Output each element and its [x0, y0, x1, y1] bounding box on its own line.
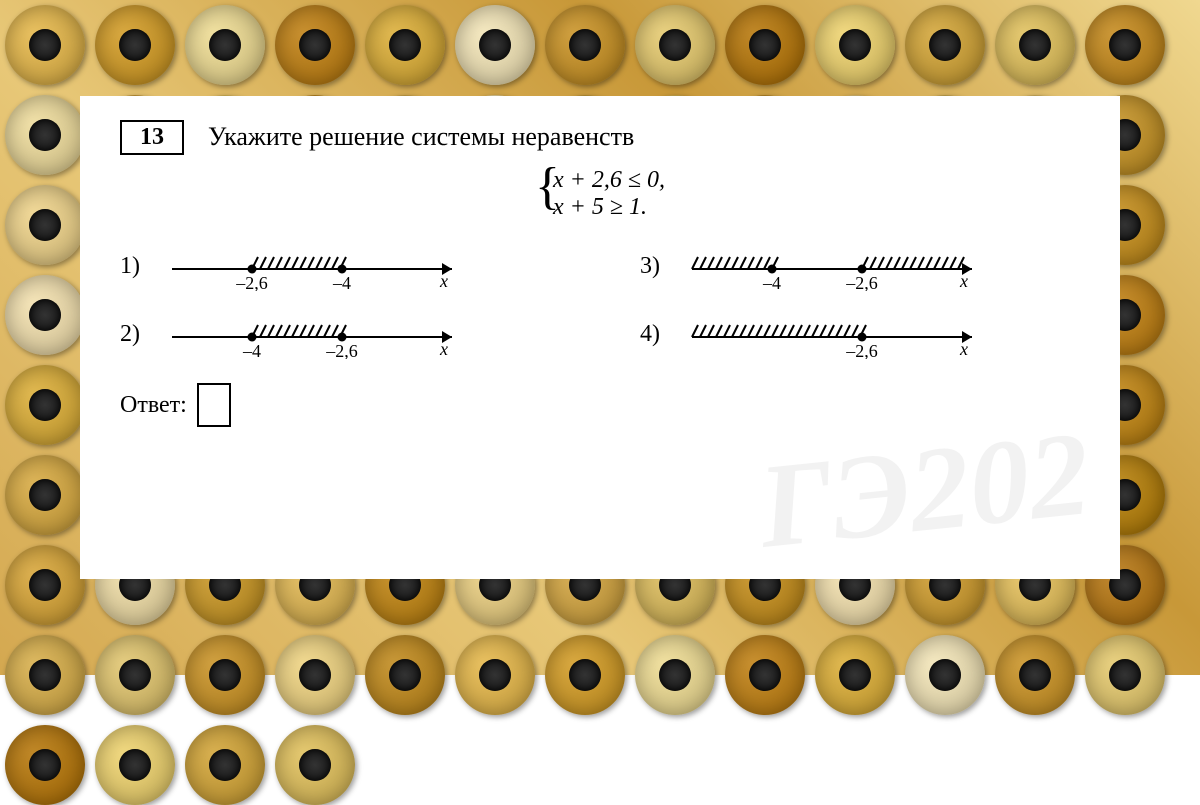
- answer-label: Ответ:: [120, 392, 187, 419]
- svg-text:x: x: [439, 271, 448, 291]
- spool: [545, 5, 625, 85]
- spool: [5, 185, 85, 265]
- svg-text:–2,6: –2,6: [845, 273, 878, 291]
- option-number: 4): [640, 321, 670, 348]
- answer-input-box[interactable]: [197, 383, 231, 427]
- spool: [5, 365, 85, 445]
- spool: [185, 5, 265, 85]
- option-number: 1): [120, 253, 150, 280]
- number-line-diagram: –4 –2,6 x: [162, 309, 462, 359]
- spool: [635, 635, 715, 715]
- spool: [725, 5, 805, 85]
- spool: [815, 5, 895, 85]
- spool: [815, 635, 895, 715]
- spool: [455, 635, 535, 715]
- spool: [5, 455, 85, 535]
- spool: [725, 635, 805, 715]
- number-line-diagram: –2,6 –4 x: [162, 241, 462, 291]
- spool: [365, 635, 445, 715]
- answer-row: Ответ:: [120, 383, 1080, 427]
- spool: [365, 5, 445, 85]
- system-line-1: x + 2,6 ≤ 0,: [553, 167, 665, 194]
- spool: [275, 635, 355, 715]
- option-number: 3): [640, 253, 670, 280]
- spool: [5, 545, 85, 625]
- question-header: 13 Укажите решение системы неравенств: [120, 120, 1080, 155]
- spool: [185, 725, 265, 805]
- question-text: Укажите решение системы неравенств: [208, 120, 634, 152]
- svg-text:–2,6: –2,6: [845, 341, 878, 359]
- equation-system: { x + 2,6 ≤ 0, x + 5 ≥ 1.: [120, 167, 1080, 221]
- option-3[interactable]: 2) –4 –2,6 x: [120, 309, 560, 359]
- spool: [5, 5, 85, 85]
- svg-text:–4: –4: [762, 273, 781, 291]
- svg-text:–2,6: –2,6: [235, 273, 268, 291]
- svg-text:x: x: [959, 271, 968, 291]
- spool: [95, 725, 175, 805]
- system-line-2: x + 5 ≥ 1.: [553, 194, 665, 221]
- spool: [995, 5, 1075, 85]
- svg-text:–2,6: –2,6: [325, 341, 358, 359]
- options-grid: 1) –2,6 –4 x 3) –4 –2,6 x 2) –4 –2,6 x 4) –2,6 x: [120, 241, 1080, 359]
- number-line-diagram: –2,6 x: [682, 309, 982, 359]
- number-line-diagram: –4 –2,6 x: [682, 241, 982, 291]
- spool: [905, 5, 985, 85]
- brace-icon: {: [535, 161, 560, 213]
- spool: [905, 635, 985, 715]
- spool: [5, 275, 85, 355]
- spool: [995, 635, 1075, 715]
- spool: [1085, 5, 1165, 85]
- spool: [545, 635, 625, 715]
- option-1[interactable]: 1) –2,6 –4 x: [120, 241, 560, 291]
- spool: [95, 5, 175, 85]
- spool: [185, 635, 265, 715]
- question-number: 13: [120, 120, 184, 155]
- svg-text:x: x: [439, 339, 448, 359]
- spool: [275, 725, 355, 805]
- spool: [275, 5, 355, 85]
- spool: [5, 95, 85, 175]
- spool: [635, 5, 715, 85]
- svg-text:–4: –4: [242, 341, 261, 359]
- spool: [95, 635, 175, 715]
- option-4[interactable]: 4) –2,6 x: [640, 309, 1080, 359]
- option-2[interactable]: 3) –4 –2,6 x: [640, 241, 1080, 291]
- svg-text:x: x: [959, 339, 968, 359]
- option-number: 2): [120, 321, 150, 348]
- spool: [1085, 635, 1165, 715]
- spool: [5, 635, 85, 715]
- question-card: ГЭ202 13 Укажите решение системы неравен…: [80, 96, 1120, 579]
- spool: [5, 725, 85, 805]
- spool: [455, 5, 535, 85]
- svg-text:–4: –4: [332, 273, 351, 291]
- watermark: ГЭ202: [753, 404, 1096, 576]
